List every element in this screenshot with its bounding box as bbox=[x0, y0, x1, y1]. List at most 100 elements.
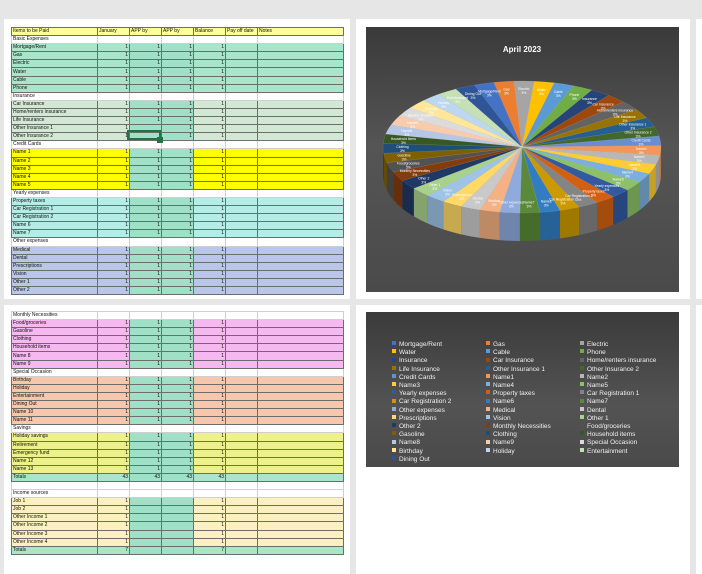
value-cell[interactable]: 1 bbox=[97, 132, 130, 142]
notes-cell[interactable] bbox=[257, 416, 344, 426]
value-cell[interactable]: 1 bbox=[129, 164, 162, 174]
cell[interactable] bbox=[193, 424, 226, 434]
row-label[interactable]: Job 2 bbox=[11, 505, 98, 515]
legend-item[interactable]: Property taxes bbox=[486, 390, 535, 398]
row-label[interactable]: Holiday savings bbox=[11, 432, 98, 442]
row-label[interactable]: Vision bbox=[11, 269, 98, 279]
payoff-cell[interactable] bbox=[225, 521, 258, 531]
value-cell[interactable]: 1 bbox=[97, 529, 130, 539]
legend-item[interactable]: Entertainment bbox=[580, 448, 627, 456]
value-cell[interactable]: 1 bbox=[129, 277, 162, 288]
value-cell[interactable]: 1 bbox=[129, 116, 162, 126]
value-cell[interactable]: 1 bbox=[97, 116, 130, 126]
value-cell[interactable]: 1 bbox=[97, 319, 130, 329]
value-cell[interactable]: 1 bbox=[129, 261, 162, 271]
value-cell[interactable]: 1 bbox=[97, 75, 130, 85]
value-cell[interactable]: 1 bbox=[161, 408, 194, 418]
fill-handle[interactable] bbox=[157, 137, 163, 143]
row-label[interactable]: Phone bbox=[11, 83, 98, 93]
legend-item[interactable]: Other expenses bbox=[392, 407, 445, 415]
cell[interactable] bbox=[225, 35, 258, 45]
value-cell[interactable]: 1 bbox=[97, 43, 130, 53]
value-cell[interactable]: 1 bbox=[97, 343, 130, 353]
value-cell[interactable]: 1 bbox=[97, 277, 130, 288]
value-cell[interactable]: 1 bbox=[129, 343, 162, 353]
value-cell[interactable] bbox=[129, 497, 162, 507]
row-label[interactable]: Birthday bbox=[11, 375, 98, 385]
value-cell[interactable]: 1 bbox=[97, 391, 130, 402]
value-cell[interactable]: 1 bbox=[129, 440, 162, 450]
value-cell[interactable]: 1 bbox=[193, 164, 226, 174]
value-cell[interactable]: 1 bbox=[193, 83, 226, 93]
value-cell[interactable]: 1 bbox=[129, 229, 162, 239]
value-cell[interactable]: 1 bbox=[193, 464, 226, 474]
cell[interactable] bbox=[129, 91, 162, 101]
cell[interactable] bbox=[97, 237, 130, 247]
notes-cell[interactable] bbox=[257, 245, 344, 255]
row-label[interactable]: Name 1 bbox=[11, 148, 98, 158]
value-cell[interactable]: 1 bbox=[97, 67, 130, 77]
notes-cell[interactable] bbox=[257, 464, 344, 474]
payoff-cell[interactable] bbox=[225, 319, 258, 329]
pie-slice[interactable] bbox=[438, 88, 523, 148]
row-label[interactable]: Property taxes bbox=[11, 196, 98, 207]
pie-slice[interactable] bbox=[460, 146, 523, 211]
notes-cell[interactable] bbox=[257, 375, 344, 385]
pie-slice[interactable] bbox=[521, 146, 628, 197]
value-cell[interactable]: 1 bbox=[161, 148, 194, 158]
value-cell[interactable]: 1 bbox=[161, 67, 194, 77]
value-cell[interactable]: 1 bbox=[193, 505, 226, 515]
cell[interactable] bbox=[161, 91, 194, 101]
cell[interactable] bbox=[161, 310, 194, 321]
pie-slice[interactable] bbox=[521, 81, 555, 148]
pie-slice[interactable] bbox=[521, 146, 614, 203]
legend-item[interactable]: Home/renters insurance bbox=[580, 357, 656, 365]
pie-slice[interactable] bbox=[493, 80, 523, 148]
value-cell[interactable]: 1 bbox=[193, 521, 226, 531]
value-cell[interactable]: 1 bbox=[193, 132, 226, 142]
value-cell[interactable]: 1 bbox=[129, 383, 162, 393]
pie-slice[interactable] bbox=[455, 84, 523, 148]
value-cell[interactable]: 1 bbox=[97, 375, 130, 385]
value-cell[interactable]: 1 bbox=[161, 319, 194, 329]
value-cell[interactable]: 1 bbox=[161, 180, 194, 190]
row-label[interactable]: Other Income 2 bbox=[11, 521, 98, 531]
value-cell[interactable]: 1 bbox=[161, 440, 194, 450]
value-cell[interactable]: 1 bbox=[129, 391, 162, 402]
value-cell[interactable]: 1 bbox=[129, 99, 162, 109]
notes-cell[interactable] bbox=[257, 408, 344, 418]
pie-slice-side[interactable] bbox=[639, 173, 650, 211]
notes-cell[interactable] bbox=[257, 448, 344, 458]
payoff-cell[interactable] bbox=[225, 277, 258, 288]
value-cell[interactable]: 1 bbox=[161, 132, 194, 142]
legend-item[interactable]: Dining Out bbox=[392, 456, 430, 464]
value-cell[interactable]: 1 bbox=[97, 416, 130, 426]
row-label[interactable]: Job 1 bbox=[11, 497, 98, 507]
value-cell[interactable]: 43 bbox=[193, 472, 226, 482]
value-cell[interactable]: 1 bbox=[193, 51, 226, 61]
value-cell[interactable]: 1 bbox=[193, 432, 226, 442]
pie-slice[interactable] bbox=[385, 124, 523, 148]
pie-slice[interactable] bbox=[443, 146, 523, 207]
value-cell[interactable]: 1 bbox=[129, 416, 162, 426]
section-label[interactable]: Special Occasion bbox=[11, 367, 98, 377]
row-label[interactable]: Clothing bbox=[11, 335, 98, 345]
payoff-cell[interactable] bbox=[225, 124, 258, 134]
pie-slice-side[interactable] bbox=[413, 188, 428, 224]
value-cell[interactable]: 1 bbox=[129, 269, 162, 279]
notes-cell[interactable] bbox=[257, 359, 344, 369]
cell[interactable] bbox=[225, 188, 258, 198]
value-cell[interactable]: 1 bbox=[129, 432, 162, 442]
value-cell[interactable]: 1 bbox=[129, 59, 162, 69]
pie-slice-side[interactable] bbox=[655, 155, 660, 193]
value-cell[interactable]: 1 bbox=[193, 416, 226, 426]
notes-cell[interactable] bbox=[257, 156, 344, 166]
pie-slice-side[interactable] bbox=[402, 180, 414, 217]
value-cell[interactable]: 1 bbox=[193, 391, 226, 402]
section-label[interactable]: Income sources bbox=[11, 489, 98, 499]
pie-slice-side[interactable] bbox=[579, 202, 597, 236]
value-cell[interactable]: 1 bbox=[193, 285, 226, 296]
cell[interactable] bbox=[193, 237, 226, 247]
legend-item[interactable]: Other Insurance 2 bbox=[580, 366, 639, 374]
notes-cell[interactable] bbox=[257, 261, 344, 271]
